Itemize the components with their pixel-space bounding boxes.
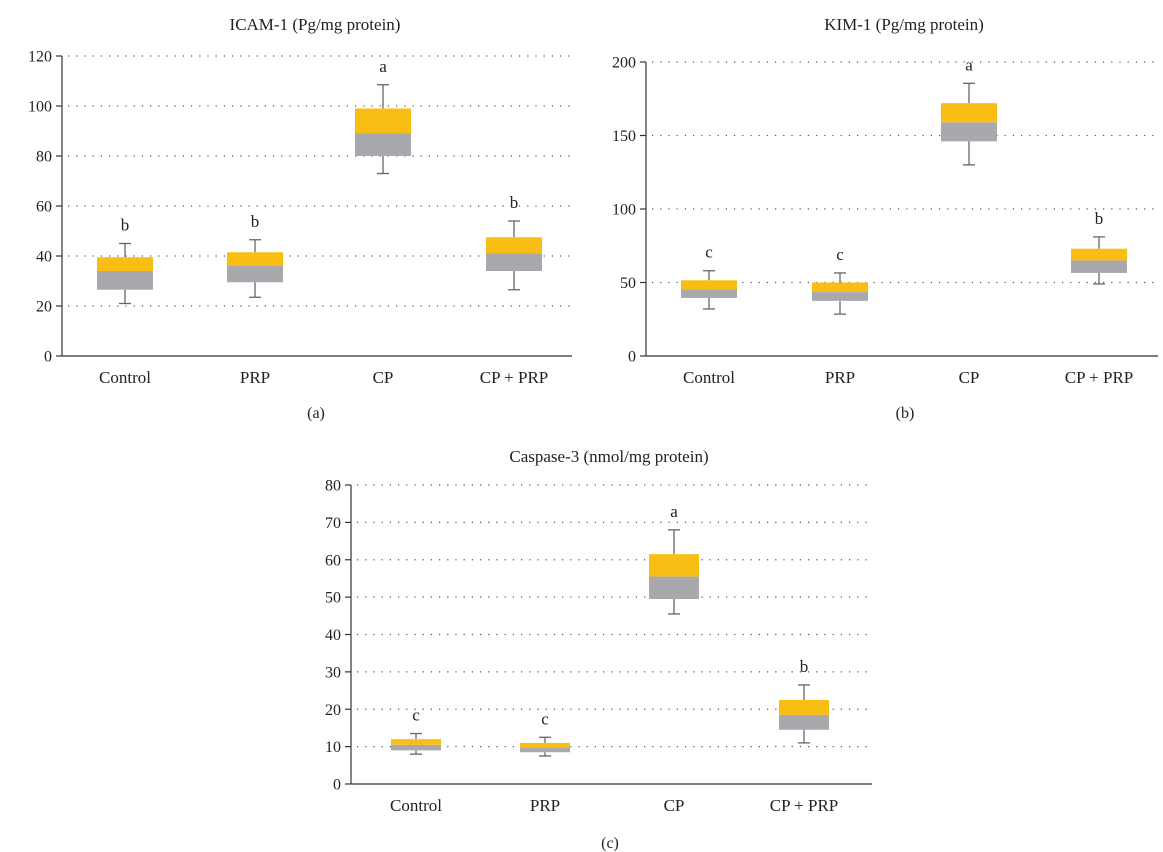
box-lower-quartile (355, 133, 411, 156)
box-cp: a (941, 55, 997, 166)
panel-label: (b) (896, 405, 915, 422)
y-tick-label: 50 (325, 590, 341, 607)
y-tick-label: 10 (325, 739, 341, 756)
box-control: b (97, 216, 153, 305)
x-category-label: PRP (530, 796, 560, 815)
box-lower-quartile (941, 122, 997, 142)
box-control: c (681, 243, 737, 310)
y-tick-label: 80 (325, 478, 341, 495)
box-cp: a (355, 57, 411, 175)
x-category-label: CP (664, 796, 685, 815)
y-tick-label: 20 (325, 702, 341, 719)
box-control: c (391, 706, 441, 755)
significance-letter: a (965, 55, 973, 74)
x-category-label: Control (683, 368, 735, 387)
significance-letter: a (379, 57, 387, 76)
significance-letter: b (800, 657, 809, 676)
chart-title: ICAM-1 (Pg/mg protein) (230, 15, 401, 34)
box-upper-quartile (941, 103, 997, 123)
panel-label: (a) (307, 405, 325, 422)
chart-title: KIM-1 (Pg/mg protein) (824, 15, 984, 34)
box-lower-quartile (779, 714, 829, 730)
significance-letter: b (121, 216, 130, 235)
y-tick-label: 50 (620, 275, 636, 292)
y-tick-label: 60 (325, 552, 341, 569)
box-cp-prp: b (1071, 209, 1127, 285)
x-category-label: PRP (240, 368, 270, 387)
x-category-label: CP + PRP (770, 796, 839, 815)
y-tick-label: 0 (628, 349, 636, 366)
y-tick-label: 100 (612, 202, 636, 219)
y-tick-label: 100 (28, 99, 52, 116)
box-upper-quartile (391, 739, 441, 745)
box-lower-quartile (486, 253, 542, 271)
box-lower-quartile (812, 292, 868, 301)
panel-label: (c) (601, 835, 619, 852)
box-upper-quartile (520, 742, 570, 748)
x-category-label: CP + PRP (1065, 368, 1134, 387)
box-lower-quartile (391, 744, 441, 751)
chart-panel-1: ICAM-1 (Pg/mg protein) 0 20 40 60 80 100 120 b Co… (28, 15, 572, 422)
box-lower-quartile (681, 289, 737, 298)
box-lower-quartile (649, 576, 699, 599)
y-tick-label: 200 (612, 55, 636, 72)
box-upper-quartile (779, 699, 829, 715)
x-category-label: PRP (825, 368, 855, 387)
box-cp-prp: b (779, 657, 829, 744)
significance-letter: a (670, 502, 678, 521)
x-category-label: CP (959, 368, 980, 387)
chart-panel-2: KIM-1 (Pg/mg protein) 0 50 100 150 200 c Contro… (612, 15, 1158, 422)
box-cp-prp: b (486, 193, 542, 291)
box-lower-quartile (520, 747, 570, 753)
box-prp: c (812, 245, 868, 315)
significance-letter: b (251, 212, 260, 231)
y-tick-label: 40 (325, 627, 341, 644)
y-tick-label: 40 (36, 249, 52, 266)
x-category-label: Control (99, 368, 151, 387)
significance-letter: b (1095, 209, 1104, 228)
y-tick-label: 80 (36, 149, 52, 166)
y-tick-label: 30 (325, 664, 341, 681)
box-lower-quartile (1071, 260, 1127, 273)
box-upper-quartile (649, 554, 699, 577)
box-upper-quartile (97, 257, 153, 271)
y-tick-label: 70 (325, 515, 341, 532)
box-upper-quartile (227, 252, 283, 266)
box-lower-quartile (97, 271, 153, 290)
box-lower-quartile (227, 266, 283, 283)
box-cp: a (649, 502, 699, 615)
significance-letter: c (541, 709, 549, 728)
x-category-label: CP + PRP (480, 368, 549, 387)
box-upper-quartile (355, 108, 411, 134)
y-tick-label: 0 (44, 349, 52, 366)
box-prp: c (520, 709, 570, 757)
y-tick-label: 150 (612, 128, 636, 145)
y-tick-label: 120 (28, 49, 52, 66)
chart-panel-3: Caspase-3 (nmol/mg protein) 0 10 20 30 40 50 60… (325, 447, 872, 852)
box-prp: b (227, 212, 283, 298)
chart-title: Caspase-3 (nmol/mg protein) (509, 447, 708, 466)
significance-letter: c (705, 243, 713, 262)
box-upper-quartile (681, 280, 737, 290)
significance-letter: b (510, 193, 519, 212)
y-tick-label: 20 (36, 299, 52, 316)
significance-letter: c (412, 706, 420, 725)
y-tick-label: 60 (36, 199, 52, 216)
x-category-label: Control (390, 796, 442, 815)
significance-letter: c (836, 245, 844, 264)
box-upper-quartile (486, 237, 542, 254)
box-upper-quartile (812, 282, 868, 293)
box-upper-quartile (1071, 248, 1127, 261)
y-tick-label: 0 (333, 777, 341, 794)
x-category-label: CP (373, 368, 394, 387)
